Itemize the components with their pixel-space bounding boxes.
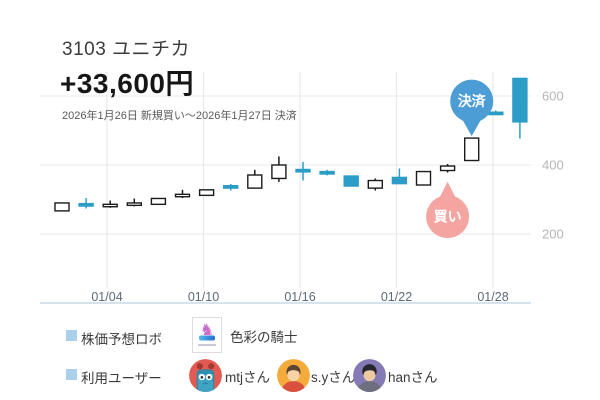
trade-period: 2026年1月26日 新規買い～2026年1月27日 決済 xyxy=(62,110,297,122)
x-axis-label: 01/22 xyxy=(381,290,412,304)
candlestick xyxy=(247,174,263,189)
user-avatar-mtj[interactable] xyxy=(189,359,222,392)
settlement-marker-label: 決済 xyxy=(458,93,487,109)
candlestick xyxy=(78,202,94,207)
candlestick xyxy=(198,189,215,197)
user-name-han[interactable]: hanさん xyxy=(388,370,438,385)
user-avatar-sy[interactable] xyxy=(277,359,310,392)
candlestick xyxy=(319,170,335,175)
candlestick xyxy=(367,179,383,189)
knight-icon: ♞ xyxy=(198,322,216,346)
x-axis-label: 01/16 xyxy=(284,290,315,304)
user-name-mtj[interactable]: mtjさん xyxy=(225,370,270,385)
users-row-label: 利用ユーザー xyxy=(81,371,162,386)
robot-name[interactable]: 色彩の騎士 xyxy=(230,330,298,345)
candlestick xyxy=(54,202,70,212)
robot-row-label: 株価予想ロボ xyxy=(81,332,162,347)
candlestick xyxy=(271,164,287,180)
candlestick xyxy=(343,175,359,187)
user-avatar-han[interactable] xyxy=(353,359,386,392)
candlestick xyxy=(391,176,408,185)
candlestick xyxy=(126,202,143,207)
svg-text:♞: ♞ xyxy=(200,322,214,339)
buy-marker xyxy=(426,195,470,239)
candlestick xyxy=(488,111,504,116)
settlement-marker xyxy=(450,79,494,123)
candlestick xyxy=(415,170,432,186)
candlestick xyxy=(464,137,480,162)
x-axis-label: 01/04 xyxy=(91,290,122,304)
legend-bullet-robot xyxy=(66,330,77,341)
candlestick xyxy=(512,77,528,123)
stock-title: 3103 ユニチカ xyxy=(62,39,191,60)
candlestick xyxy=(295,168,311,173)
buy-marker-label: 買い xyxy=(434,209,462,225)
candlestick xyxy=(439,165,456,172)
y-axis-label: 200 xyxy=(542,227,564,242)
candlestick xyxy=(222,184,239,189)
x-axis-label: 01/10 xyxy=(188,290,219,304)
user-name-sy[interactable]: s.yさん xyxy=(311,370,356,385)
y-axis-label: 600 xyxy=(542,89,564,104)
candlestick xyxy=(174,193,191,198)
robot-avatar[interactable]: ♞ xyxy=(192,317,222,353)
settlement-marker-tail xyxy=(462,120,481,137)
legend-bullet-users xyxy=(66,369,77,380)
profit-amount: +33,600円 xyxy=(60,68,194,99)
x-axis-label: 01/28 xyxy=(477,290,508,304)
buy-marker-tail xyxy=(439,181,456,198)
candlestick xyxy=(150,197,167,206)
candlestick xyxy=(102,203,118,208)
y-axis-label: 400 xyxy=(542,158,564,173)
